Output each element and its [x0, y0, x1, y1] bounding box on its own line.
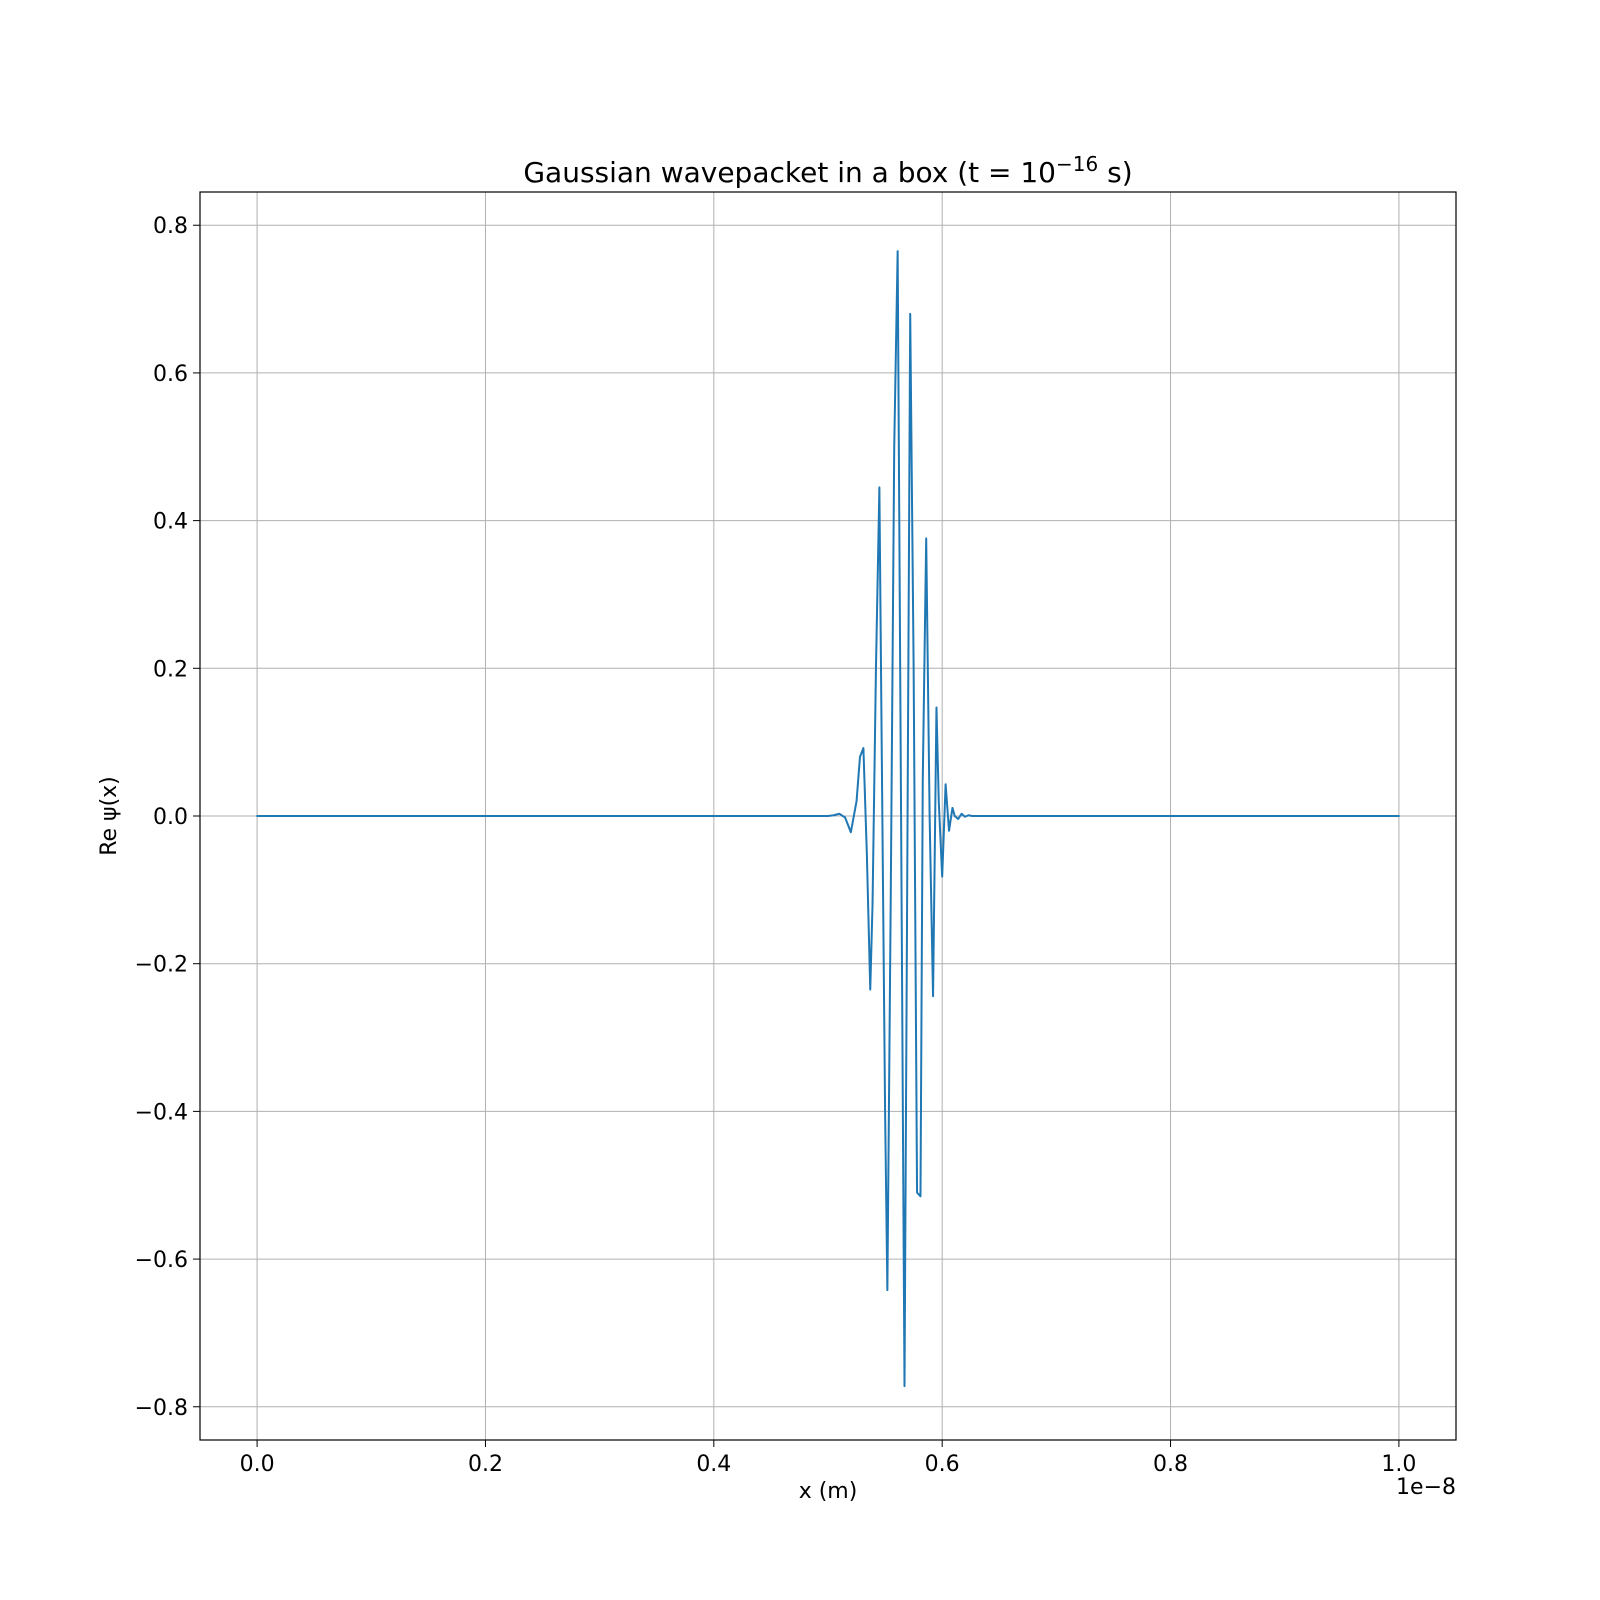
plot-area	[256, 250, 1400, 1388]
y-tick-label: −0.4	[135, 1100, 188, 1125]
y-tick-label: 0.0	[153, 805, 188, 830]
x-axis-label: x (m)	[799, 1479, 858, 1504]
y-tick-label: 0.8	[153, 214, 188, 239]
chart-title: Gaussian wavepacket in a box (t = 10−16 …	[523, 152, 1132, 189]
y-tick-label: 0.2	[153, 657, 188, 682]
y-tick-label: −0.2	[135, 953, 188, 978]
y-tick-label: −0.8	[135, 1396, 188, 1421]
y-tick-label: 0.6	[153, 362, 188, 387]
x-tick-label: 0.4	[696, 1452, 731, 1477]
ticks: 0.0 0.2 0.4 0.6 0.8 1.0 0.8 0.6 0.4 0.2 0.0 −0.2 −0.…	[135, 214, 1417, 1477]
y-tick-label: 0.4	[153, 510, 188, 535]
x-tick-label: 0.2	[468, 1452, 503, 1477]
x-axis-offset-text: 1e−8	[1396, 1475, 1456, 1500]
x-tick-label: 1.0	[1381, 1452, 1416, 1477]
title-suffix: s)	[1098, 156, 1132, 189]
y-tick-label: −0.6	[135, 1248, 188, 1273]
title-main: Gaussian wavepacket in a box (t = 10	[523, 156, 1056, 189]
x-tick-label: 0.8	[1153, 1452, 1188, 1477]
y-axis-label: Re ψ(x)	[97, 776, 122, 856]
x-tick-label: 0.6	[925, 1452, 960, 1477]
series-line	[256, 250, 1400, 1388]
title-superscript: −16	[1056, 152, 1098, 176]
x-tick-label: 0.0	[240, 1452, 275, 1477]
